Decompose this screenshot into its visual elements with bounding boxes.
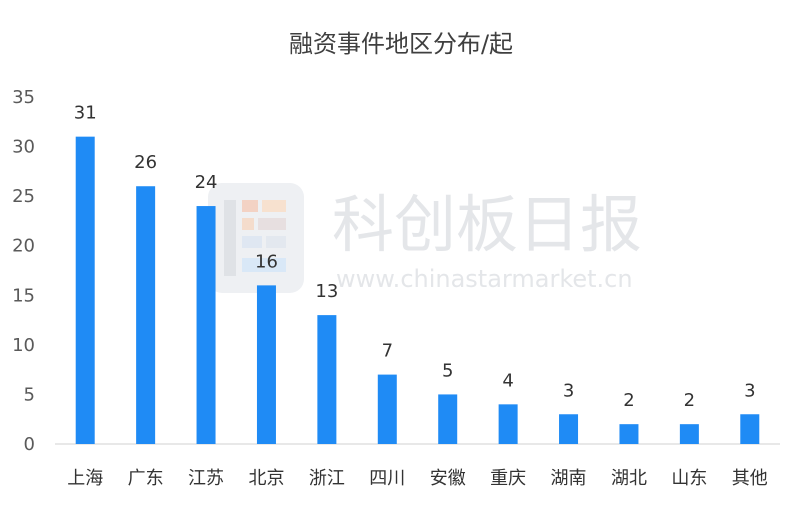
data-label: 5 <box>442 360 453 381</box>
x-tick-label: 北京 <box>248 468 284 489</box>
data-label: 16 <box>255 251 278 272</box>
data-label: 3 <box>563 380 574 401</box>
bar <box>317 315 337 444</box>
bar <box>619 424 639 444</box>
x-tick-label: 重庆 <box>490 468 526 489</box>
data-label: 2 <box>623 390 634 411</box>
y-tick-label: 20 <box>12 236 35 257</box>
x-tick-label: 江苏 <box>188 468 224 489</box>
x-tick-label: 安徽 <box>430 468 466 489</box>
data-label: 31 <box>74 103 97 124</box>
watermark-url: www.chinastarmarket.cn <box>336 265 633 293</box>
chart-title: 融资事件地区分布/起 <box>289 30 513 58</box>
bar <box>679 424 699 444</box>
x-tick-label: 山东 <box>671 468 707 489</box>
y-tick-label: 15 <box>12 285 35 306</box>
x-tick-label: 湖北 <box>611 468 647 489</box>
data-label: 4 <box>502 370 513 391</box>
data-label: 2 <box>684 390 695 411</box>
y-axis: 0 5 10 15 20 25 30 35 <box>12 87 35 455</box>
bar <box>740 414 760 444</box>
bar <box>377 374 397 444</box>
bar <box>498 404 518 444</box>
bar <box>559 414 579 444</box>
y-tick-label: 10 <box>12 335 35 356</box>
x-axis: 上海 广东 江苏 北京 浙江 四川 安徽 重庆 湖南 湖北 山东 其他 <box>67 468 768 489</box>
data-label: 24 <box>195 172 218 193</box>
bars <box>75 136 760 444</box>
data-label: 13 <box>315 281 338 302</box>
data-label: 3 <box>744 380 755 401</box>
x-tick-label: 其他 <box>732 468 768 489</box>
data-labels: 31 26 24 16 13 7 5 4 3 2 2 3 <box>74 103 756 412</box>
data-label: 26 <box>134 152 157 173</box>
x-tick-label: 四川 <box>369 468 405 489</box>
bar <box>136 186 156 444</box>
y-tick-label: 30 <box>12 137 35 158</box>
x-tick-label: 湖南 <box>551 468 587 489</box>
cailian-logo-icon <box>208 183 304 293</box>
y-tick-label: 5 <box>24 384 35 405</box>
bar <box>256 285 276 444</box>
bar <box>75 136 95 444</box>
x-tick-label: 广东 <box>128 468 164 489</box>
bar <box>196 206 216 444</box>
data-label: 7 <box>382 341 393 362</box>
watermark-name: 科创板日报 <box>332 188 642 261</box>
bar <box>438 394 458 444</box>
x-tick-label: 浙江 <box>309 468 345 489</box>
watermark: 科创板日报 www.chinastarmarket.cn <box>208 183 642 293</box>
y-tick-label: 35 <box>12 87 35 108</box>
y-tick-label: 25 <box>12 186 35 207</box>
y-tick-label: 0 <box>24 434 35 455</box>
x-tick-label: 上海 <box>67 468 103 489</box>
